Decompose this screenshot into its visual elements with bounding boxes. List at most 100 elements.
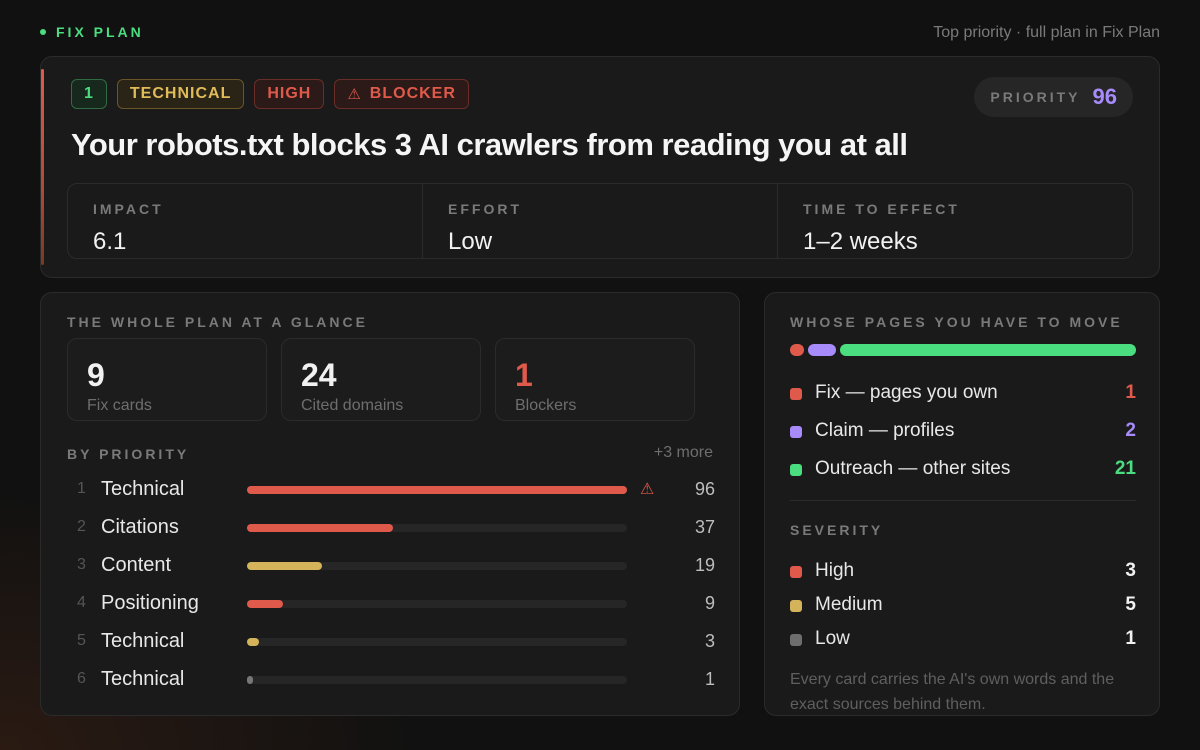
plan-overview-panel: THE WHOLE PLAN AT A GLANCE 9 Fix cards 2… bbox=[40, 292, 740, 716]
severity-item[interactable]: Low 1 bbox=[790, 627, 1136, 661]
legend-label: Fix — pages you own bbox=[815, 382, 998, 403]
owners-panel: WHOSE PAGES YOU HAVE TO MOVE Fix — pages… bbox=[764, 292, 1160, 716]
severity-label: High bbox=[815, 560, 855, 581]
owner-legend-item[interactable]: Fix — pages you own 1 bbox=[790, 381, 1136, 419]
row-index: 6 bbox=[77, 670, 86, 687]
rank-tag: 1 bbox=[71, 79, 107, 109]
priority-label: PRIORITY bbox=[990, 89, 1081, 105]
owner-legend-item[interactable]: Claim — profiles 2 bbox=[790, 419, 1136, 457]
row-index: 4 bbox=[77, 594, 86, 611]
owners-heading: WHOSE PAGES YOU HAVE TO MOVE bbox=[790, 314, 1123, 330]
owner-legend-item[interactable]: Outreach — other sites 21 bbox=[790, 457, 1136, 495]
severity-swatch bbox=[790, 634, 802, 646]
row-score: 3 bbox=[704, 631, 715, 651]
legend-label: Claim — profiles bbox=[815, 420, 955, 441]
severity-label: Low bbox=[815, 628, 850, 649]
metric-value: 1–2 weeks bbox=[803, 228, 918, 255]
stat-value: 24 bbox=[301, 357, 337, 393]
top-bar: FIX PLAN Top priority · full plan in Fix… bbox=[40, 24, 1160, 44]
tag-row: 1 TECHNICAL HIGH ⚠ BLOCKER bbox=[71, 79, 469, 109]
top-priority-card[interactable]: 1 TECHNICAL HIGH ⚠ BLOCKER PRIORITY 96 Y… bbox=[40, 56, 1160, 278]
priority-row[interactable]: 5 Technical 3 bbox=[67, 625, 715, 663]
priority-bar-track bbox=[247, 600, 627, 608]
row-score: 96 bbox=[694, 479, 715, 499]
row-name: Technical bbox=[101, 668, 185, 690]
priority-bar-track bbox=[247, 486, 627, 494]
metric-label: TIME TO EFFECT bbox=[803, 201, 960, 217]
row-name: Citations bbox=[101, 516, 179, 538]
severity-count: 5 bbox=[1125, 594, 1136, 615]
severity-count: 3 bbox=[1125, 560, 1136, 581]
priority-badge: PRIORITY 96 bbox=[974, 77, 1133, 117]
priority-value: 96 bbox=[1092, 84, 1117, 109]
legend-swatch bbox=[790, 464, 802, 476]
stat-value: 9 bbox=[87, 357, 105, 393]
owner-distribution-bar bbox=[790, 344, 1136, 356]
priority-bar-fill bbox=[247, 486, 627, 494]
row-index: 2 bbox=[77, 518, 86, 535]
legend-value: 2 bbox=[1125, 420, 1136, 441]
accent-bar bbox=[41, 69, 44, 265]
brand-label: FIX PLAN bbox=[56, 24, 144, 40]
severity-swatch bbox=[790, 600, 802, 612]
priority-bar-track bbox=[247, 638, 627, 646]
legend-label: Outreach — other sites bbox=[815, 458, 1011, 479]
metric-label: IMPACT bbox=[93, 201, 164, 217]
stat-blockers[interactable]: 1 Blockers bbox=[495, 338, 695, 421]
severity-heading: SEVERITY bbox=[790, 522, 884, 538]
stat-value: 1 bbox=[515, 357, 533, 393]
metrics-panel: IMPACT 6.1 EFFORT Low TIME TO EFFECT 1–2… bbox=[67, 183, 1133, 259]
metric-time-to-effect: TIME TO EFFECT 1–2 weeks bbox=[778, 184, 1132, 258]
warning-icon: ⚠ bbox=[640, 481, 655, 498]
by-priority-heading: BY PRIORITY bbox=[67, 446, 190, 462]
severity-label: Medium bbox=[815, 594, 883, 615]
row-name: Content bbox=[101, 554, 172, 576]
row-index: 3 bbox=[77, 556, 86, 573]
metric-impact: IMPACT 6.1 bbox=[68, 184, 423, 258]
row-score: 9 bbox=[704, 593, 715, 613]
stat-label: Cited domains bbox=[301, 397, 404, 414]
row-index: 5 bbox=[77, 632, 86, 649]
priority-bar-fill bbox=[247, 524, 394, 532]
metric-value: Low bbox=[448, 228, 493, 255]
divider bbox=[790, 500, 1136, 501]
priority-bar-track bbox=[247, 524, 627, 532]
overview-heading: THE WHOLE PLAN AT A GLANCE bbox=[67, 314, 368, 330]
priority-row[interactable]: 4 Positioning 9 bbox=[67, 587, 715, 625]
stat-cited-domains[interactable]: 24 Cited domains bbox=[281, 338, 481, 421]
legend-value: 21 bbox=[1114, 458, 1136, 479]
metric-label: EFFORT bbox=[448, 201, 522, 217]
row-name: Technical bbox=[101, 630, 185, 652]
legend-swatch bbox=[790, 388, 802, 400]
priority-row[interactable]: 1 Technical ⚠ 96 bbox=[67, 473, 715, 511]
priority-bar-track bbox=[247, 562, 627, 570]
fix-card-title: Your robots.txt blocks 3 AI crawlers fro… bbox=[71, 127, 908, 162]
priority-row[interactable]: 2 Citations 37 bbox=[67, 511, 715, 549]
more-link[interactable]: +3 more bbox=[653, 444, 713, 461]
row-score: 19 bbox=[694, 555, 715, 575]
stat-label: Blockers bbox=[515, 397, 577, 414]
severity-item[interactable]: High 3 bbox=[790, 559, 1136, 593]
stat-fix-cards[interactable]: 9 Fix cards bbox=[67, 338, 267, 421]
footnote: Every card carries the AI's own words an… bbox=[790, 671, 1115, 713]
legend-swatch bbox=[790, 426, 802, 438]
severity-item[interactable]: Medium 5 bbox=[790, 593, 1136, 627]
metric-value: 6.1 bbox=[93, 228, 127, 255]
owner-segment bbox=[808, 344, 837, 356]
owner-segment bbox=[840, 344, 1136, 356]
priority-row[interactable]: 6 Technical 1 bbox=[67, 663, 715, 701]
row-score: 1 bbox=[704, 669, 715, 689]
priority-bar-fill bbox=[247, 676, 253, 684]
metric-effort: EFFORT Low bbox=[423, 184, 778, 258]
row-name: Positioning bbox=[101, 592, 199, 614]
legend-value: 1 bbox=[1125, 382, 1136, 403]
row-score: 37 bbox=[694, 517, 715, 537]
blocker-tag: ⚠ BLOCKER bbox=[334, 79, 469, 109]
warning-icon: ⚠ bbox=[347, 86, 362, 103]
priority-row[interactable]: 3 Content 19 bbox=[67, 549, 715, 587]
status-dot-icon bbox=[40, 29, 46, 35]
blocker-tag-label: BLOCKER bbox=[369, 85, 456, 102]
priority-bar-fill bbox=[247, 562, 323, 570]
row-index: 1 bbox=[77, 480, 86, 497]
owner-segment bbox=[790, 344, 805, 356]
